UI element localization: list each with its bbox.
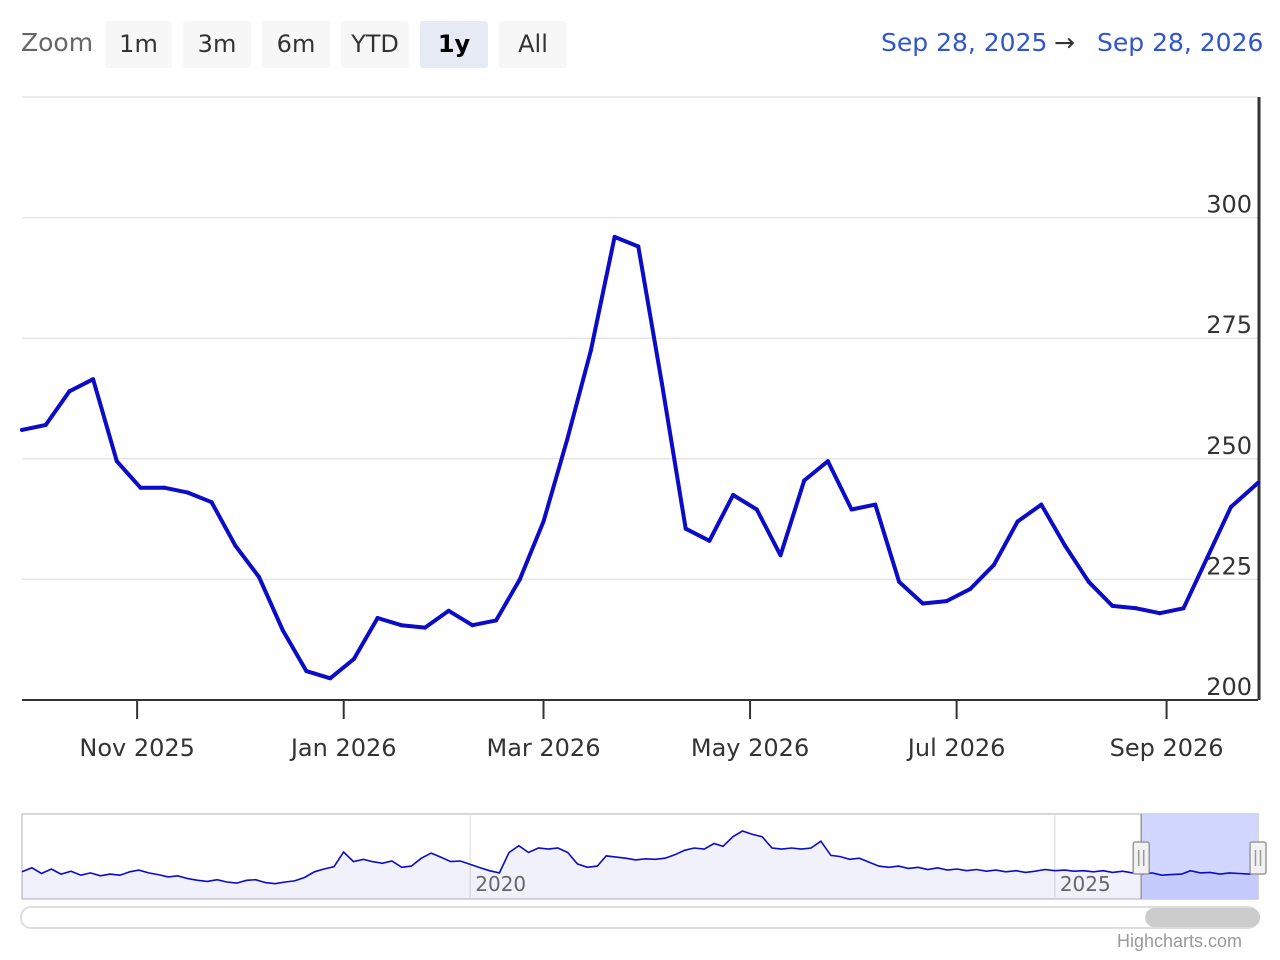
data-point[interactable] [351, 657, 356, 661]
x-tick-label: Nov 2025 [79, 734, 195, 762]
data-point[interactable] [1015, 519, 1020, 524]
data-point[interactable] [612, 234, 617, 239]
zoom-button-1y[interactable]: 1y [420, 21, 488, 68]
scrollbar-track[interactable] [20, 906, 1259, 929]
data-point[interactable] [825, 459, 830, 464]
data-point[interactable] [849, 507, 854, 512]
data-point[interactable] [683, 526, 688, 531]
data-point[interactable] [1157, 611, 1162, 616]
data-point[interactable] [1110, 603, 1115, 608]
data-point[interactable] [494, 618, 499, 623]
scrollbar-thumb[interactable] [1145, 908, 1260, 927]
data-point[interactable] [67, 389, 72, 394]
data-point[interactable] [138, 485, 143, 490]
data-point[interactable] [517, 577, 522, 582]
data-point[interactable] [399, 623, 404, 628]
data-point[interactable] [754, 507, 759, 512]
zoom-button-all[interactable]: All [499, 21, 567, 68]
y-tick-label: 225 [1206, 552, 1252, 580]
data-point[interactable] [968, 587, 973, 591]
data-point[interactable] [446, 608, 451, 613]
range-arrow: → [1054, 28, 1075, 57]
credits-link[interactable]: Highcharts.com [1117, 931, 1243, 951]
data-point[interactable] [280, 628, 285, 633]
navigator-handle-left[interactable] [1132, 841, 1150, 875]
data-point[interactable] [1181, 606, 1186, 611]
x-tick-label: Jan 2026 [289, 734, 397, 762]
axes: 200 225 250 275 300 Nov 2025 Jan 2026 Mar 2026 M… [22, 97, 1261, 762]
data-point[interactable] [636, 244, 641, 249]
zoom-button-ytd[interactable]: YTD [341, 21, 409, 68]
data-point[interactable] [20, 427, 24, 432]
data-point[interactable] [423, 625, 427, 630]
data-point[interactable] [1205, 555, 1210, 560]
data-point[interactable] [802, 478, 807, 483]
data-point[interactable] [897, 579, 902, 584]
navigator[interactable]: 2020 2025 [20, 813, 1267, 929]
x-tick-label: Sep 2026 [1110, 734, 1224, 762]
data-point[interactable] [920, 601, 925, 606]
data-point[interactable] [660, 382, 664, 386]
data-point[interactable] [1256, 480, 1260, 485]
data-point[interactable] [565, 437, 570, 442]
data-point[interactable] [328, 676, 333, 681]
zoom-button-3m[interactable]: 3m [183, 21, 251, 68]
navigator-area [22, 831, 1258, 899]
data-point[interactable] [91, 377, 96, 382]
data-point[interactable] [1039, 502, 1044, 507]
y-tick-label: 200 [1206, 673, 1252, 701]
series-line[interactable] [20, 234, 1260, 681]
data-point[interactable] [1134, 606, 1139, 611]
data-point[interactable] [185, 490, 190, 495]
navigator-mask[interactable] [1141, 814, 1258, 899]
data-point[interactable] [588, 348, 593, 353]
data-point[interactable] [304, 669, 309, 674]
x-tick-label: Jul 2026 [906, 734, 1006, 762]
data-point[interactable] [43, 423, 48, 427]
data-point[interactable] [233, 543, 238, 548]
navigator-series-line [21, 830, 1259, 885]
data-point[interactable] [873, 502, 878, 507]
zoom-label: Zoom [21, 28, 94, 57]
navigator-x-label: 2020 [475, 872, 526, 896]
data-point[interactable] [257, 575, 261, 579]
data-point[interactable] [541, 519, 546, 524]
x-tick-label: May 2026 [691, 734, 809, 762]
data-point[interactable] [162, 485, 167, 490]
y-tick-label: 300 [1206, 191, 1252, 219]
navigator-handle-right[interactable] [1249, 841, 1267, 875]
y-tick-label: 250 [1206, 432, 1252, 460]
data-point[interactable] [731, 493, 736, 497]
data-point[interactable] [944, 599, 949, 604]
y-tick-label: 275 [1206, 311, 1252, 339]
data-point[interactable] [991, 562, 996, 567]
range-from-input[interactable]: Sep 28, 2025 [881, 28, 1048, 57]
data-point[interactable] [470, 623, 475, 628]
range-to-input[interactable]: Sep 28, 2026 [1097, 28, 1264, 57]
data-point[interactable] [1228, 505, 1233, 509]
gridlines [22, 96, 1258, 581]
data-point[interactable] [1063, 543, 1067, 548]
data-point[interactable] [209, 500, 214, 505]
zoom-button-1m[interactable]: 1m [105, 21, 172, 68]
data-point[interactable] [1086, 579, 1091, 584]
data-point[interactable] [707, 538, 712, 543]
series-layer [20, 234, 1260, 681]
navigator-frame [21, 813, 1259, 900]
zoom-button-6m[interactable]: 6m [262, 21, 330, 68]
data-point[interactable] [778, 553, 783, 558]
data-point[interactable] [114, 459, 119, 464]
navigator-x-label: 2025 [1060, 872, 1111, 896]
data-point[interactable] [375, 616, 380, 620]
x-tick-label: Mar 2026 [486, 734, 600, 762]
